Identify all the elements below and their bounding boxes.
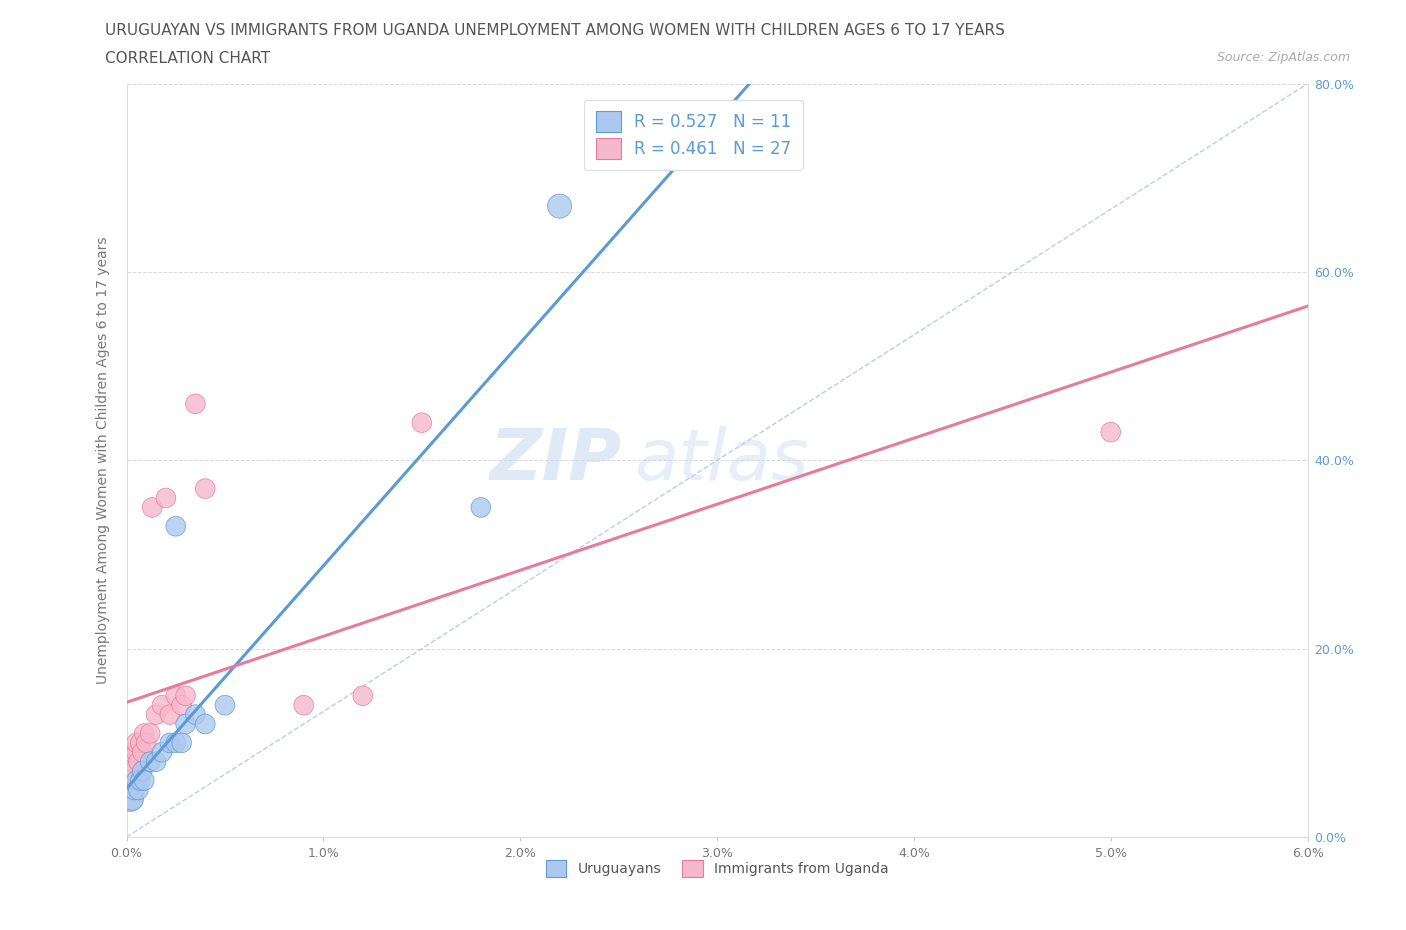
Point xyxy=(134,726,156,741)
Point xyxy=(120,764,142,778)
Y-axis label: Unemployment Among Women with Children Ages 6 to 17 years: Unemployment Among Women with Children A… xyxy=(96,236,110,684)
Point xyxy=(292,698,315,712)
Point xyxy=(411,415,433,430)
Point xyxy=(159,736,181,751)
Point xyxy=(184,707,207,722)
Point xyxy=(165,688,187,703)
Point xyxy=(129,736,152,751)
Point xyxy=(139,726,162,741)
Text: URUGUAYAN VS IMMIGRANTS FROM UGANDA UNEMPLOYMENT AMONG WOMEN WITH CHILDREN AGES : URUGUAYAN VS IMMIGRANTS FROM UGANDA UNEM… xyxy=(105,23,1005,38)
Point xyxy=(170,736,193,751)
Point xyxy=(121,754,143,769)
Point xyxy=(121,745,143,760)
Point xyxy=(174,688,197,703)
Point xyxy=(125,773,148,788)
Point xyxy=(120,792,142,807)
Point xyxy=(150,698,173,712)
Point xyxy=(214,698,236,712)
Point xyxy=(135,736,157,751)
Point xyxy=(159,707,181,722)
Point xyxy=(145,754,167,769)
Point xyxy=(150,745,173,760)
Point xyxy=(470,500,492,515)
Legend: Uruguayans, Immigrants from Uganda: Uruguayans, Immigrants from Uganda xyxy=(540,855,894,883)
Text: ZIP: ZIP xyxy=(491,426,623,495)
Point xyxy=(139,754,162,769)
Point xyxy=(165,519,187,534)
Point xyxy=(125,736,148,751)
Text: CORRELATION CHART: CORRELATION CHART xyxy=(105,51,270,66)
Point xyxy=(170,698,193,712)
Point xyxy=(155,491,177,506)
Point xyxy=(194,717,217,732)
Point xyxy=(184,396,207,411)
Point xyxy=(129,773,152,788)
Point xyxy=(127,754,149,769)
Point xyxy=(131,764,153,778)
Point xyxy=(124,782,146,797)
Point xyxy=(125,745,148,760)
Point xyxy=(131,745,153,760)
Point xyxy=(134,773,156,788)
Point xyxy=(548,199,571,214)
Point xyxy=(127,782,149,797)
Point xyxy=(352,688,374,703)
Point xyxy=(124,764,146,778)
Text: atlas: atlas xyxy=(634,426,808,495)
Point xyxy=(1099,425,1122,440)
Point xyxy=(121,792,143,807)
Point xyxy=(194,481,217,496)
Point xyxy=(141,500,163,515)
Point xyxy=(117,773,139,788)
Text: Source: ZipAtlas.com: Source: ZipAtlas.com xyxy=(1216,51,1350,64)
Point xyxy=(174,717,197,732)
Point xyxy=(145,707,167,722)
Point xyxy=(165,736,187,751)
